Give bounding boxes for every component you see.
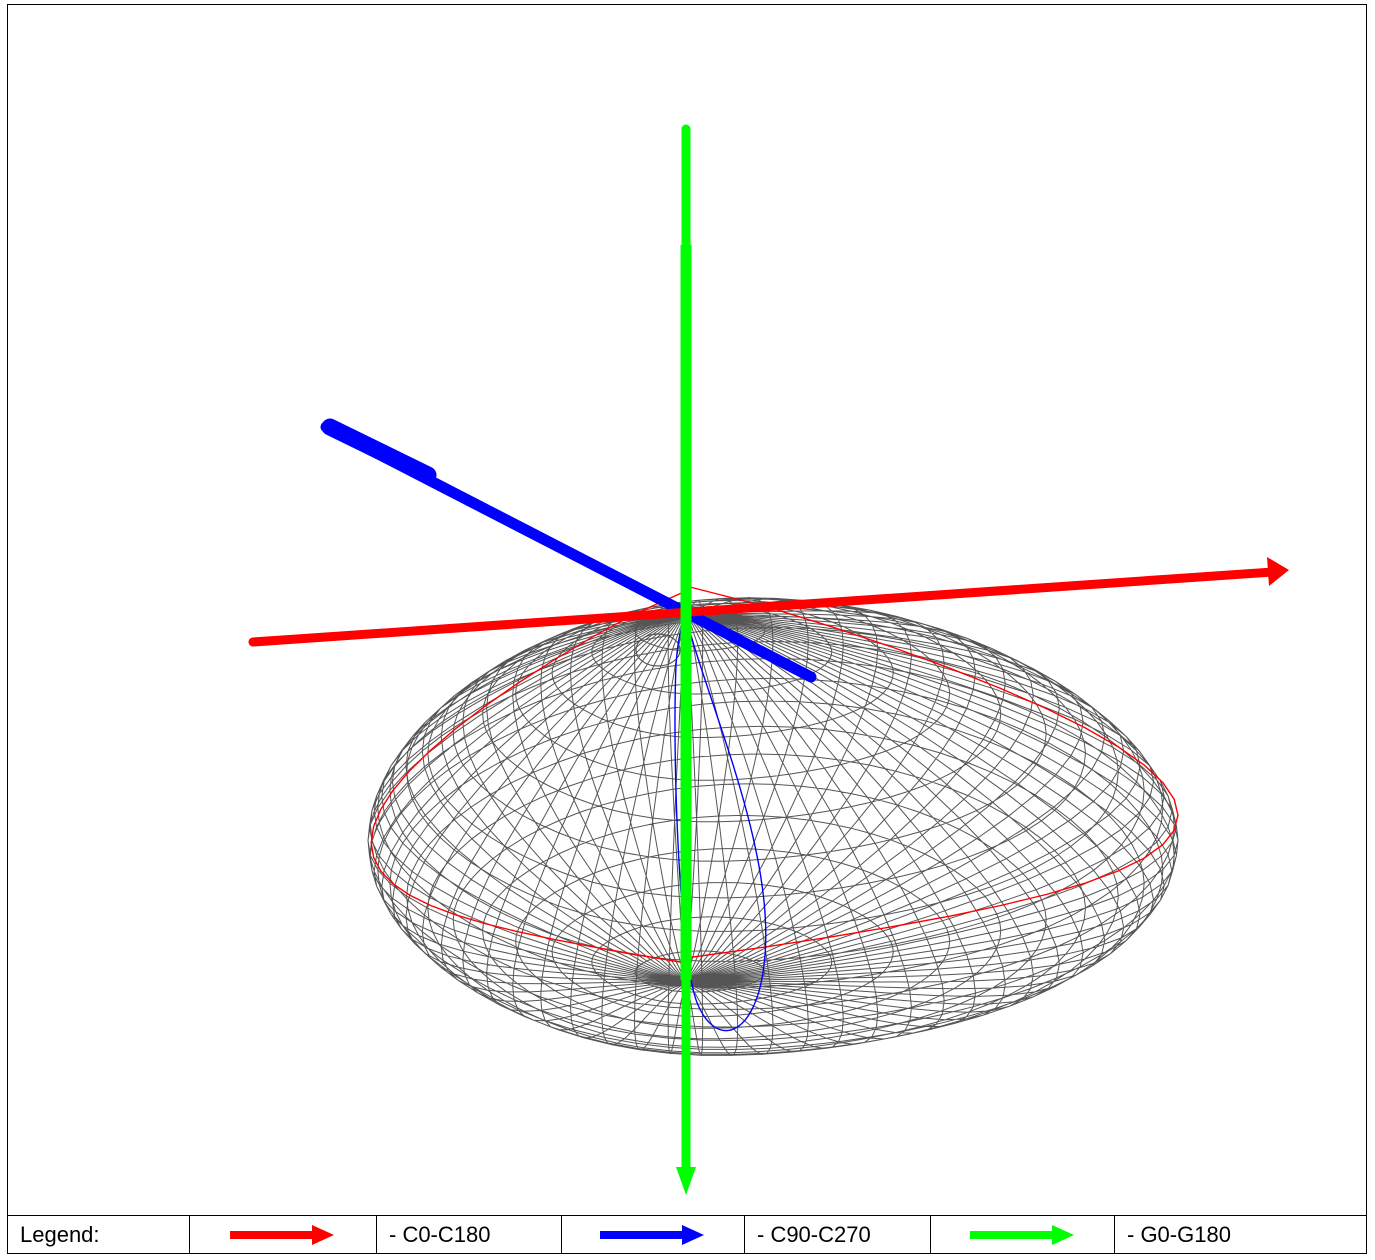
legend-label-g0-g180: - G0-G180	[1127, 1221, 1231, 1247]
legend-label-c0-c180: - C0-C180	[377, 1216, 562, 1253]
blue-arrow-icon	[600, 1224, 704, 1245]
c0-c180-axis	[248, 567, 1278, 647]
light-distribution-mesh	[367, 597, 1179, 1057]
photometric-3d-diagram	[248, 124, 1289, 1195]
red-arrow-icon	[230, 1224, 334, 1245]
legend-swatch-c90-c270	[562, 1216, 745, 1253]
axes	[248, 124, 1289, 1195]
legend-label-c90-c270: - C90-C270	[745, 1216, 931, 1253]
green-arrow-icon	[969, 1224, 1074, 1245]
legend-swatch-c0-c180	[190, 1216, 377, 1253]
legend-title: Legend:	[8, 1216, 190, 1253]
g0-g180-arrowhead	[676, 1167, 696, 1195]
mesh-lines	[367, 597, 1179, 1057]
mesh-ring	[635, 633, 681, 667]
c0-c180-arrowhead	[1267, 557, 1289, 586]
legend: Legend: - C0-C180 - C90-C270 - G0-G180	[8, 1215, 1366, 1253]
c90-c270-curve	[674, 615, 767, 1032]
legend-swatch-g0-g180	[931, 1216, 1115, 1253]
diagram-frame: Legend: - C0-C180 - C90-C270 - G0-G180	[7, 4, 1367, 1254]
c90-c270-axis-thick-end	[321, 418, 437, 484]
